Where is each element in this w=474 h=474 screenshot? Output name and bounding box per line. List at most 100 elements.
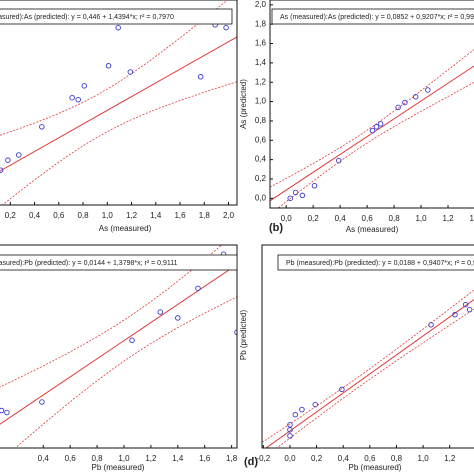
data-point — [129, 337, 135, 344]
data-point — [287, 195, 293, 202]
data-point — [395, 104, 401, 111]
x-tick-label: 1,6 — [199, 454, 211, 463]
data-point — [195, 285, 201, 292]
x-tick-label: 0,8 — [92, 454, 104, 463]
x-tick-label: 0,8 — [77, 211, 89, 220]
legend-text: Pb (measured):Pb (predicted): y = 0,0188… — [286, 260, 474, 267]
x-tick-label: 1,4 — [469, 214, 474, 223]
data-point — [127, 69, 134, 75]
x-tick-label: 1,0 — [418, 454, 430, 463]
x-axis-label: Pb (measured) — [92, 463, 145, 472]
x-tick-label: 1,2 — [442, 214, 454, 223]
y-tick-label: 0,8 — [255, 116, 267, 125]
confidence-band-upper — [0, 245, 223, 388]
y-tick-label: 0,0 — [255, 193, 267, 202]
data-point — [339, 386, 345, 393]
data-point — [462, 301, 469, 308]
y-tick-label: 1,6 — [255, 39, 267, 48]
data-point — [373, 123, 380, 130]
y-tick-label: 0,4 — [255, 155, 267, 164]
plot-area — [270, 49, 474, 208]
data-point — [39, 124, 45, 130]
regression-line — [265, 298, 474, 448]
plot-frame — [0, 0, 238, 206]
plot-frame — [261, 244, 474, 449]
x-tick-label: 0,8 — [389, 214, 401, 223]
legend-box — [277, 254, 474, 271]
data-point — [39, 399, 45, 405]
data-point — [115, 24, 121, 31]
confidence-band-lower — [276, 308, 474, 448]
panel-label: (d) — [244, 456, 258, 468]
plot-frame — [0, 244, 238, 449]
data-point — [69, 94, 75, 101]
x-tick-label: 0,4 — [29, 211, 41, 220]
x-tick-label: 1,6 — [174, 211, 186, 220]
x-tick-label: 1,4 — [172, 454, 184, 463]
y-tick-label: 1,2 — [255, 77, 267, 86]
x-tick-label: 0,6 — [65, 454, 77, 463]
x-tick-label: 0,2 — [311, 454, 323, 463]
confidence-band-upper — [0, 0, 228, 136]
plot-area — [0, 0, 237, 205]
x-tick-label: 0,0 — [284, 454, 296, 463]
x-tick-label: 1,0 — [415, 214, 427, 223]
data-point — [369, 127, 376, 134]
y-tick-label: 1,8 — [255, 19, 267, 28]
legend-box — [0, 8, 233, 25]
data-point — [402, 99, 408, 106]
data-point — [428, 322, 434, 328]
data-point — [425, 87, 431, 93]
y-tick-label: 0,6 — [255, 135, 267, 144]
x-tick-label: 1,2 — [126, 211, 138, 220]
legend-box — [271, 8, 474, 25]
x-axis-label: As (measured) — [346, 225, 399, 234]
y-axis-label: As (predicted) — [239, 79, 248, 129]
regression-line — [0, 264, 237, 425]
data-point — [312, 401, 319, 408]
legend-text: Pb (measured):Pb (predicted): y = 0,0144… — [0, 260, 178, 267]
x-tick-label: 0,6 — [364, 454, 376, 463]
x-tick-label: 0,8 — [391, 454, 403, 463]
x-tick-label: 2,0 — [223, 211, 235, 220]
data-point — [377, 121, 384, 127]
data-point — [311, 182, 318, 189]
x-axis-label: As (measured) — [99, 224, 152, 233]
data-point — [0, 167, 4, 173]
data-point — [412, 93, 419, 100]
data-point — [299, 192, 306, 199]
x-tick-label: 1,0 — [102, 211, 114, 220]
data-point — [292, 189, 299, 196]
y-tick-label: 1,4 — [255, 58, 267, 67]
data-point — [223, 24, 229, 31]
plot-area — [262, 289, 474, 448]
data-point — [105, 63, 112, 69]
data-point — [336, 157, 342, 164]
data-point — [75, 96, 81, 103]
confidence-band-lower — [1, 81, 237, 205]
x-tick-label: 1,8 — [226, 454, 238, 463]
x-axis-label: Pb (measured) — [349, 463, 402, 472]
data-point — [4, 409, 10, 416]
data-point — [81, 83, 88, 89]
x-tick-label: 1,4 — [150, 211, 162, 220]
legend-text: As (measured):As (predicted): y = 0,0852… — [280, 14, 474, 21]
data-point — [197, 74, 204, 80]
x-tick-label: 1,2 — [444, 454, 456, 463]
x-tick-label: 1,2 — [145, 454, 157, 463]
legend-text: As (measured):As (predicted): y = 0,446 … — [0, 14, 174, 21]
x-tick-label: 1,0 — [118, 454, 130, 463]
x-tick-label: 1,8 — [199, 211, 211, 220]
confidence-band-upper — [270, 49, 474, 188]
data-point — [287, 422, 293, 428]
x-tick-label: 0,4 — [335, 214, 347, 223]
data-point — [0, 407, 5, 414]
data-point — [16, 152, 22, 158]
data-point — [452, 311, 458, 318]
data-point — [292, 411, 299, 418]
data-point — [157, 309, 164, 315]
data-point — [175, 315, 181, 321]
y-tick-label: 1,0 — [255, 97, 267, 106]
x-tick-label: 0,2 — [308, 214, 320, 223]
